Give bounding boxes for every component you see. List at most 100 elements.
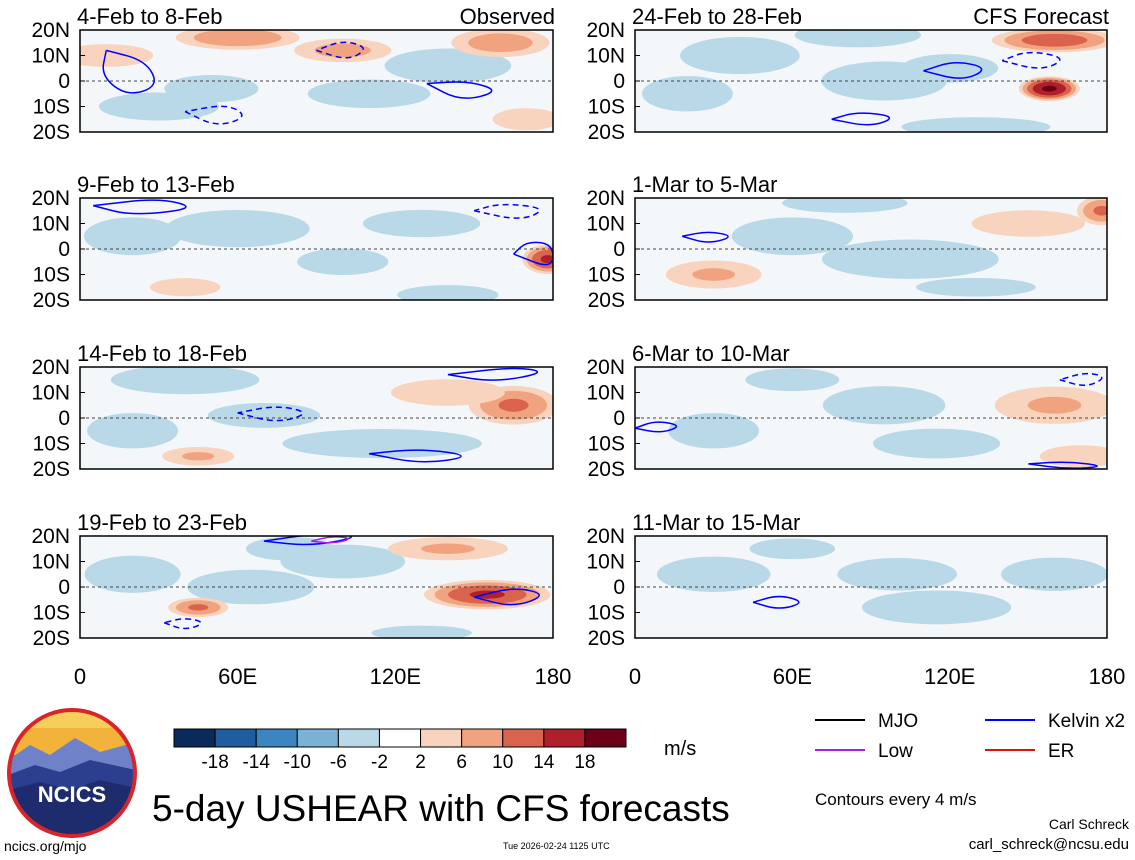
latitude-tick-label: 10S: [588, 96, 625, 119]
shear-field-region: [731, 217, 854, 256]
main-title: 5-day USHEAR with CFS forecasts: [152, 788, 730, 829]
colorbar-swatch: [461, 728, 504, 748]
kelvin-contour: [1001, 51, 1061, 69]
longitude-tick-label: 120E: [924, 664, 975, 689]
shear-field-region: [540, 255, 553, 264]
ncics-logo: NCICS: [7, 708, 137, 838]
shear-field-region: [821, 239, 999, 279]
shear-field-region: [1001, 557, 1107, 591]
latitude-tick-label: 20N: [31, 19, 70, 42]
kelvin-contour: [473, 203, 541, 219]
colorbar-swatch: [214, 728, 257, 748]
shear-field-region: [872, 428, 1001, 459]
latitude-tick-label: 10N: [586, 213, 625, 236]
site-link[interactable]: ncics.org/mjo: [4, 838, 87, 854]
shear-field-region: [307, 79, 431, 109]
latitude-tick-label: 10S: [33, 96, 70, 119]
shear-field-region: [182, 452, 215, 461]
colorbar-swatch: [296, 728, 339, 748]
timestamp: Tue 2026-02-24 1125 UTC: [503, 841, 610, 851]
shear-field-region: [193, 30, 282, 47]
colorbar-tick-label: 2: [415, 752, 426, 773]
latitude-tick-label: 10S: [588, 433, 625, 456]
colorbar-swatch: [502, 728, 545, 748]
shear-field-region: [421, 543, 475, 554]
latitude-tick-label: 10N: [586, 382, 625, 405]
latitude-tick-label: 10S: [588, 602, 625, 625]
latitude-tick-label: 10S: [588, 264, 625, 287]
latitude-tick-label: 0: [613, 407, 625, 430]
panel-source-tag: Observed: [460, 4, 555, 29]
colorbar-tick-label: 6: [456, 752, 467, 773]
kelvin-contour: [473, 588, 540, 606]
latitude-tick-label: 10S: [33, 264, 70, 287]
colorbar-tick-label: 10: [492, 752, 513, 773]
panel-period-label: 4-Feb to 8-Feb: [77, 4, 223, 29]
shear-field-region: [397, 285, 499, 300]
latitude-tick-label: 10N: [586, 551, 625, 574]
latitude-tick-label: 20S: [588, 121, 625, 144]
colorbar-swatch: [378, 728, 422, 748]
latitude-tick-label: 10N: [31, 45, 70, 68]
shear-field-region: [901, 117, 1051, 132]
shear-field-region: [371, 625, 472, 638]
colorbar-swatch: [420, 728, 463, 748]
longitude-tick-label: 180: [535, 664, 572, 689]
latitude-tick-label: 20S: [33, 121, 70, 144]
shear-field-region: [314, 43, 371, 58]
shear-field-region: [1041, 85, 1057, 92]
longitude-tick-label: 60E: [218, 664, 257, 689]
shear-field-region: [916, 277, 1036, 297]
longitude-axes: 0 60E 120E 180 0 60E 120E 180: [74, 664, 1125, 689]
line-legend: MJO Kelvin x2 Low ER: [815, 711, 1125, 762]
shear-field-region: [188, 604, 209, 611]
shear-field-region: [362, 209, 481, 238]
shear-field-region: [822, 386, 946, 425]
shear-field-region: [1021, 33, 1088, 47]
latitude-tick-label: 10S: [33, 433, 70, 456]
shear-field-region: [1039, 445, 1107, 468]
kelvin-contour: [635, 421, 678, 433]
shear-field-region: [468, 33, 533, 53]
shear-field-region: [207, 403, 321, 428]
latitude-tick-label: 0: [58, 238, 70, 261]
latitude-tick-label: 20N: [586, 525, 625, 548]
kelvin-contour: [1059, 372, 1103, 386]
panel-period-label: 14-Feb to 18-Feb: [77, 341, 247, 366]
shear-field-region: [83, 217, 182, 256]
shear-field-region: [794, 30, 922, 48]
colorbar-tick-label: -14: [242, 752, 270, 773]
panel-period-label: 1-Mar to 5-Mar: [632, 172, 777, 197]
colorbar-tick-label: 14: [533, 752, 555, 773]
shear-field-region: [1093, 205, 1107, 216]
latitude-tick-label: 20N: [586, 187, 625, 210]
kelvin-contour: [831, 112, 891, 126]
colorbar-tick-label: -2: [371, 752, 388, 773]
kelvin-contour: [752, 595, 800, 609]
shear-field-region: [87, 413, 179, 449]
latitude-tick-label: 20S: [588, 627, 625, 650]
longitude-tick-label: 120E: [370, 664, 421, 689]
kelvin-contour: [263, 536, 353, 546]
panel-period-label: 11-Mar to 15-Mar: [632, 510, 800, 535]
colorbar: -18 -14 -10 -6 -2 2 6 10 14 18: [173, 728, 627, 773]
shear-field-region: [692, 268, 736, 281]
shear-field-region: [971, 210, 1086, 237]
latitude-tick-label: 10N: [31, 213, 70, 236]
legend-label: Kelvin x2: [1048, 711, 1125, 732]
latitude-tick-label: 20S: [33, 627, 70, 650]
shear-field-region: [297, 248, 389, 276]
kelvin-contour: [368, 449, 462, 463]
author-email[interactable]: carl_schreck@ncsu.edu: [968, 836, 1129, 853]
colorbar-tick-label: -18: [201, 752, 228, 773]
shear-field-region: [901, 54, 999, 83]
kelvin-contour: [923, 62, 983, 79]
shear-field-region: [1027, 396, 1082, 414]
shear-field-region: [837, 557, 958, 591]
shear-field-region: [745, 368, 840, 392]
shear-field-region: [384, 48, 512, 83]
author-name: Carl Schreck: [1048, 816, 1129, 832]
